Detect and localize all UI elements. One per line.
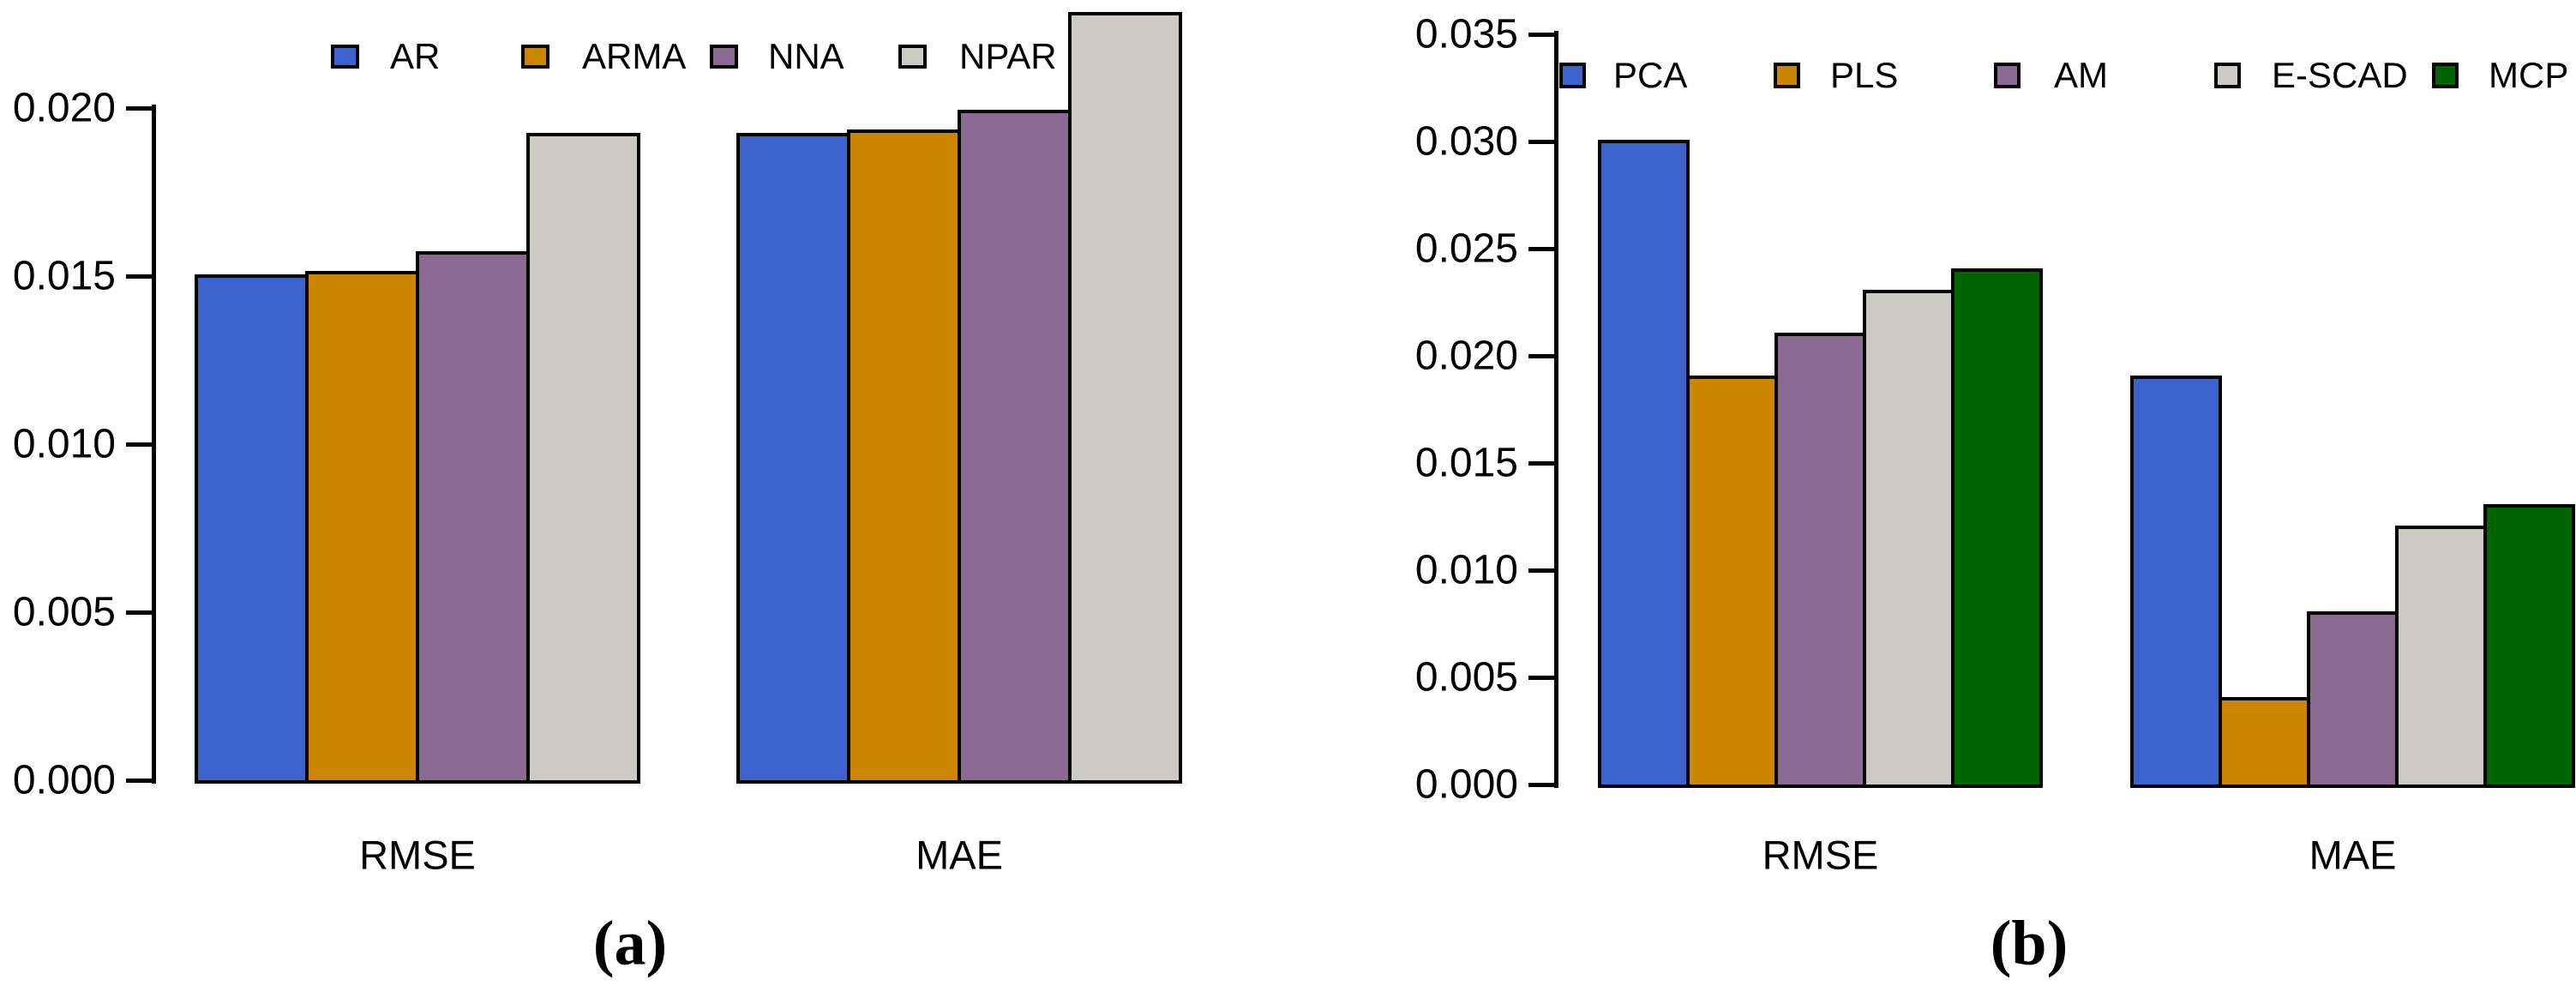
y-tick-label: 0.035 xyxy=(1414,11,1518,57)
x-label-rmse: RMSE xyxy=(1762,832,1879,878)
y-tick xyxy=(1528,33,1554,37)
y-tick-label: 0.010 xyxy=(1414,547,1518,593)
bar-pls-mae xyxy=(2219,697,2310,788)
legend-label-pca: PCA xyxy=(1613,55,1688,95)
y-tick-label: 0.015 xyxy=(1414,440,1518,486)
legend-swatch-pls xyxy=(1774,63,1800,88)
bar-nna-rmse xyxy=(416,251,530,784)
legend-swatch-arma xyxy=(521,45,549,69)
y-tick xyxy=(126,106,152,111)
bar-npar-mae xyxy=(1068,12,1182,784)
y-tick xyxy=(126,274,152,279)
y-tick-label: 0.005 xyxy=(1414,654,1518,700)
bar-mcp-mae xyxy=(2483,504,2575,788)
y-tick xyxy=(1528,783,1554,787)
y-tick-label: 0.020 xyxy=(12,85,116,131)
legend-swatch-npar xyxy=(898,45,927,69)
bar-e-scad-mae xyxy=(2395,526,2487,788)
legend-swatch-e-scad xyxy=(2214,63,2241,88)
legend-label-nna: NNA xyxy=(768,36,844,76)
y-tick-label: 0.000 xyxy=(12,757,116,803)
y-tick xyxy=(1528,461,1554,466)
legend-label-npar: NPAR xyxy=(959,36,1057,76)
bar-pca-mae xyxy=(2130,376,2222,788)
legend-swatch-am xyxy=(1994,63,2021,88)
y-tick-label: 0.010 xyxy=(12,421,116,467)
legend-swatch-ar xyxy=(331,45,359,69)
legend-label-pls: PLS xyxy=(1830,55,1899,95)
legend-label-e-scad: E-SCAD xyxy=(2272,55,2408,95)
bar-pca-rmse xyxy=(1598,140,1690,788)
legend-label-arma: ARMA xyxy=(582,36,687,76)
y-tick-label: 0.030 xyxy=(1414,118,1518,165)
y-tick-label: 0.000 xyxy=(1414,761,1518,808)
legend-swatch-pca xyxy=(1559,63,1586,88)
y-tick xyxy=(1528,676,1554,680)
y-tick xyxy=(1528,140,1554,144)
y-tick-label: 0.025 xyxy=(1414,225,1518,272)
y-tick-label: 0.015 xyxy=(12,253,116,299)
bar-am-mae xyxy=(2307,611,2399,788)
y-tick xyxy=(126,610,152,615)
x-label-mae: MAE xyxy=(2309,832,2397,878)
y-tick xyxy=(126,442,152,447)
bar-mcp-rmse xyxy=(1951,268,2043,788)
legend-swatch-nna xyxy=(710,45,738,69)
bar-am-rmse xyxy=(1774,333,1866,788)
y-axis-line xyxy=(152,105,156,784)
caption-b: (b) xyxy=(1990,908,2069,979)
x-label-rmse: RMSE xyxy=(359,832,476,878)
legend-swatch-mcp xyxy=(2432,63,2459,88)
legend-label-ar: AR xyxy=(390,36,441,76)
y-tick xyxy=(1528,354,1554,358)
caption-a: (a) xyxy=(592,908,668,979)
y-tick-label: 0.005 xyxy=(12,589,116,635)
bar-npar-rmse xyxy=(526,133,640,784)
y-tick xyxy=(126,779,152,783)
y-tick xyxy=(1528,247,1554,251)
bar-e-scad-rmse xyxy=(1863,290,1955,788)
bar-pls-rmse xyxy=(1686,376,1778,788)
y-axis-line xyxy=(1554,31,1558,788)
legend-label-am: AM xyxy=(2054,55,2108,95)
legend-label-mcp: MCP xyxy=(2489,55,2569,95)
y-tick-label: 0.020 xyxy=(1414,333,1518,379)
y-tick xyxy=(1528,568,1554,573)
x-label-mae: MAE xyxy=(916,832,1003,878)
